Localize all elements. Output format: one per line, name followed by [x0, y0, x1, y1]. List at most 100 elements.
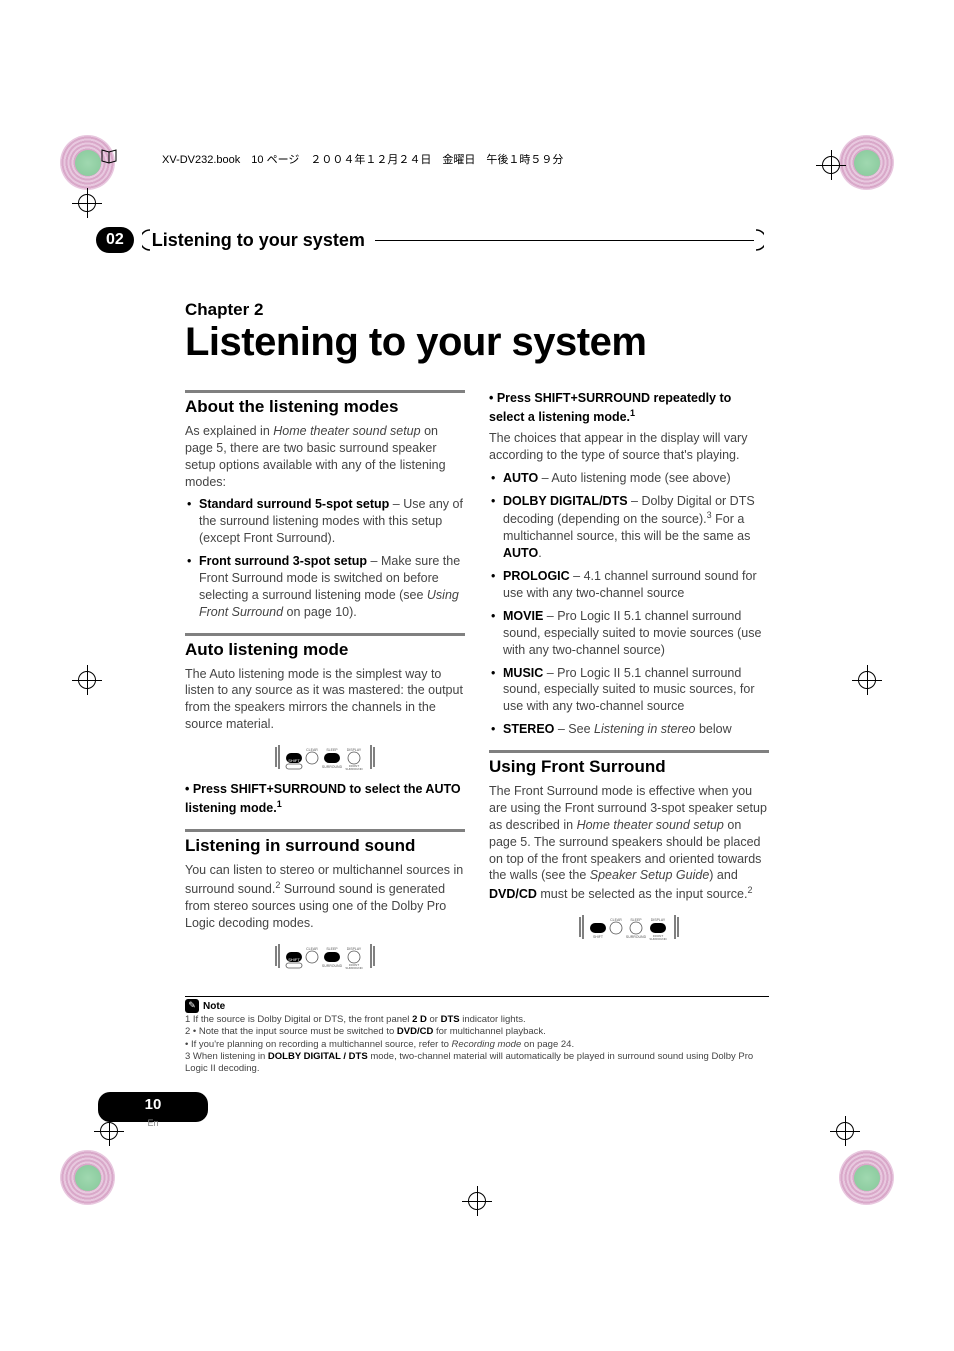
svg-text:SURROUND: SURROUND [649, 937, 667, 941]
auto-text: The Auto listening mode is the simplest … [185, 666, 465, 734]
svg-text:SURROUND: SURROUND [626, 935, 647, 939]
n2b-i: Recording mode [452, 1039, 522, 1050]
svg-text:SURROUND: SURROUND [322, 964, 343, 968]
mode-list: AUTO – Auto listening mode (see above) D… [489, 470, 769, 738]
surround-paragraph: You can listen to stereo or multichannel… [185, 862, 465, 932]
chapter-bar-line [375, 240, 754, 241]
mode-dolby-dts: DOLBY DIGITAL/DTS – Dolby Digital or DTS… [503, 493, 769, 563]
step-select-mode: • Press SHIFT+SURROUND repeatedly to sel… [489, 390, 769, 426]
two-column-layout: About the listening modes As explained i… [185, 390, 769, 980]
regmark-left-mid [72, 665, 102, 695]
chapter-header-bar: 02 Listening to your system [96, 224, 764, 256]
remote-diagram-3: SHIFT CLEAR SLEEP SURROUND DISPLAY FRONT… [574, 913, 684, 941]
remote-diagram-1: SHIFT CLEAR SLEEP SURROUND DISPLAY FRONT… [270, 743, 380, 771]
heading-auto-mode: Auto listening mode [185, 633, 465, 662]
n3-b: DOLBY DIGITAL / DTS [268, 1051, 368, 1062]
mode-prologic: PROLOGIC – 4.1 channel surround sound fo… [503, 568, 769, 602]
page-number-pill: 10 En [98, 1092, 208, 1122]
setup-bullet-list: Standard surround 5-spot setup – Use any… [185, 496, 465, 620]
svg-text:DISPLAY: DISPLAY [347, 947, 362, 951]
li6-t: – See [554, 722, 594, 736]
front-paragraph: The Front Surround mode is effective whe… [489, 783, 769, 903]
mode-auto: AUTO – Auto listening mode (see above) [503, 470, 769, 487]
n2a-tail: for multichannel playback. [433, 1026, 545, 1037]
li6-tail: below [695, 722, 731, 736]
note-2a: 2 • Note that the input source must be s… [185, 1026, 769, 1038]
note-2b: • If you're planning on recording a mult… [185, 1039, 769, 1051]
step-r-sup: 1 [630, 408, 635, 418]
svg-text:CLEAR: CLEAR [306, 748, 318, 752]
svg-text:DISPLAY: DISPLAY [651, 918, 666, 922]
bullet-standard-setup: Standard surround 5-spot setup – Use any… [199, 496, 465, 547]
chapter-label: Chapter 2 [185, 300, 769, 320]
n1-b1: 2 D [412, 1014, 427, 1025]
bullet2-tail: on page 10). [283, 605, 357, 619]
front-b: DVD/CD [489, 887, 537, 901]
svg-text:SLEEP: SLEEP [326, 947, 338, 951]
right-column: • Press SHIFT+SURROUND repeatedly to sel… [489, 390, 769, 980]
chapter-number-pill: 02 [96, 227, 134, 253]
li1-t: – Auto listening mode (see above) [538, 471, 730, 485]
li2-t3: . [538, 546, 541, 560]
n2b-tail: on page 24. [521, 1039, 574, 1050]
n3-pre: 3 When listening in [185, 1051, 268, 1062]
svg-text:SURROUND: SURROUND [345, 966, 363, 970]
main-content: Chapter 2 Listening to your system About… [185, 300, 769, 980]
heading-about-modes: About the listening modes [185, 390, 465, 419]
bullet1-bold: Standard surround 5-spot setup [199, 497, 389, 511]
li1-b: AUTO [503, 471, 538, 485]
page-lang: En [98, 1112, 208, 1134]
svg-text:CLEAR: CLEAR [306, 947, 318, 951]
mode-music: MUSIC – Pro Logic II 5.1 channel surroun… [503, 665, 769, 716]
front-i2: Speaker Setup Guide [590, 868, 710, 882]
heading-surround-sound: Listening in surround sound [185, 829, 465, 858]
mode-stereo: STEREO – See Listening in stereo below [503, 721, 769, 738]
book-source-text: XV-DV232.book 10 ページ ２００４年１２月２４日 金曜日 午後１… [162, 151, 563, 167]
about-italic-1: Home theater sound setup [273, 424, 420, 438]
n2b-pre: • If you're planning on recording a mult… [185, 1039, 452, 1050]
svg-text:SURROUND: SURROUND [322, 765, 343, 769]
n1-tail: indicator lights. [460, 1014, 526, 1025]
regmark-bottom-center [462, 1186, 492, 1216]
li4-b: MOVIE [503, 609, 543, 623]
corner-disk-br [839, 1150, 894, 1205]
svg-text:SLEEP: SLEEP [326, 748, 338, 752]
remote-diagram-2: SHIFT CLEAR SLEEP SURROUND DISPLAY FRONT… [270, 942, 380, 970]
li3-b: PROLOGIC [503, 569, 570, 583]
pencil-icon: ✎ [185, 999, 199, 1013]
page-title: Listening to your system [185, 322, 769, 362]
bullet2-bold: Front surround 3-spot setup [199, 554, 367, 568]
svg-text:SLEEP: SLEEP [630, 918, 642, 922]
mode-intro: The choices that appear in the display w… [489, 430, 769, 464]
regmark-right-bot [830, 1116, 860, 1146]
auto-paragraph: The Auto listening mode is the simplest … [185, 666, 465, 734]
chapter-bracket-close-icon [754, 228, 764, 252]
li6-b: STEREO [503, 722, 554, 736]
note-header: ✎ Note [185, 996, 769, 1013]
front-sup: 2 [747, 885, 752, 895]
n2a-pre: 2 • Note that the input source must be s… [185, 1026, 397, 1037]
n1-b2: DTS [441, 1014, 460, 1025]
svg-text:SHIFT: SHIFT [288, 957, 300, 962]
front-i1: Home theater sound setup [577, 818, 724, 832]
regmark-left-top [72, 188, 102, 218]
left-column: About the listening modes As explained i… [185, 390, 465, 980]
svg-text:DISPLAY: DISPLAY [347, 748, 362, 752]
li6-i: Listening in stereo [594, 722, 695, 736]
book-icon [100, 148, 118, 169]
page-number: 10 [145, 1096, 162, 1113]
n1-pre: 1 If the source is Dolby Digital or DTS,… [185, 1014, 412, 1025]
note-label: Note [203, 1000, 225, 1013]
li2-b2: AUTO [503, 546, 538, 560]
note-1: 1 If the source is Dolby Digital or DTS,… [185, 1014, 769, 1026]
corner-disk-bl [60, 1150, 115, 1205]
step-auto-mode: • Press SHIFT+SURROUND to select the AUT… [185, 781, 465, 817]
n1-mid: or [427, 1014, 441, 1025]
n2a-b: DVD/CD [397, 1026, 433, 1037]
note-body: 1 If the source is Dolby Digital or DTS,… [185, 1014, 769, 1076]
li5-b: MUSIC [503, 666, 543, 680]
li2-b: DOLBY DIGITAL/DTS [503, 494, 628, 508]
about-paragraph: As explained in Home theater sound setup… [185, 423, 465, 491]
note-section: ✎ Note 1 If the source is Dolby Digital … [185, 996, 769, 1076]
front-t3: ) and [709, 868, 738, 882]
